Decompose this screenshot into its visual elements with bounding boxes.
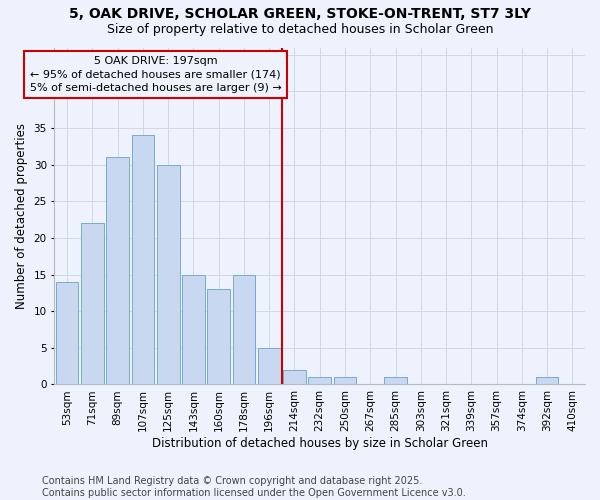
- Bar: [536, 377, 559, 384]
- Bar: [157, 164, 179, 384]
- Bar: [283, 370, 306, 384]
- Bar: [56, 282, 79, 384]
- Bar: [334, 377, 356, 384]
- Bar: [131, 136, 154, 384]
- Text: 5 OAK DRIVE: 197sqm
← 95% of detached houses are smaller (174)
5% of semi-detach: 5 OAK DRIVE: 197sqm ← 95% of detached ho…: [29, 56, 281, 92]
- Bar: [308, 377, 331, 384]
- Y-axis label: Number of detached properties: Number of detached properties: [15, 123, 28, 309]
- Text: Size of property relative to detached houses in Scholar Green: Size of property relative to detached ho…: [107, 22, 493, 36]
- Bar: [106, 158, 129, 384]
- X-axis label: Distribution of detached houses by size in Scholar Green: Distribution of detached houses by size …: [152, 437, 488, 450]
- Bar: [182, 274, 205, 384]
- Bar: [384, 377, 407, 384]
- Bar: [207, 289, 230, 384]
- Text: 5, OAK DRIVE, SCHOLAR GREEN, STOKE-ON-TRENT, ST7 3LY: 5, OAK DRIVE, SCHOLAR GREEN, STOKE-ON-TR…: [69, 8, 531, 22]
- Text: Contains HM Land Registry data © Crown copyright and database right 2025.
Contai: Contains HM Land Registry data © Crown c…: [42, 476, 466, 498]
- Bar: [81, 224, 104, 384]
- Bar: [258, 348, 281, 385]
- Bar: [233, 274, 255, 384]
